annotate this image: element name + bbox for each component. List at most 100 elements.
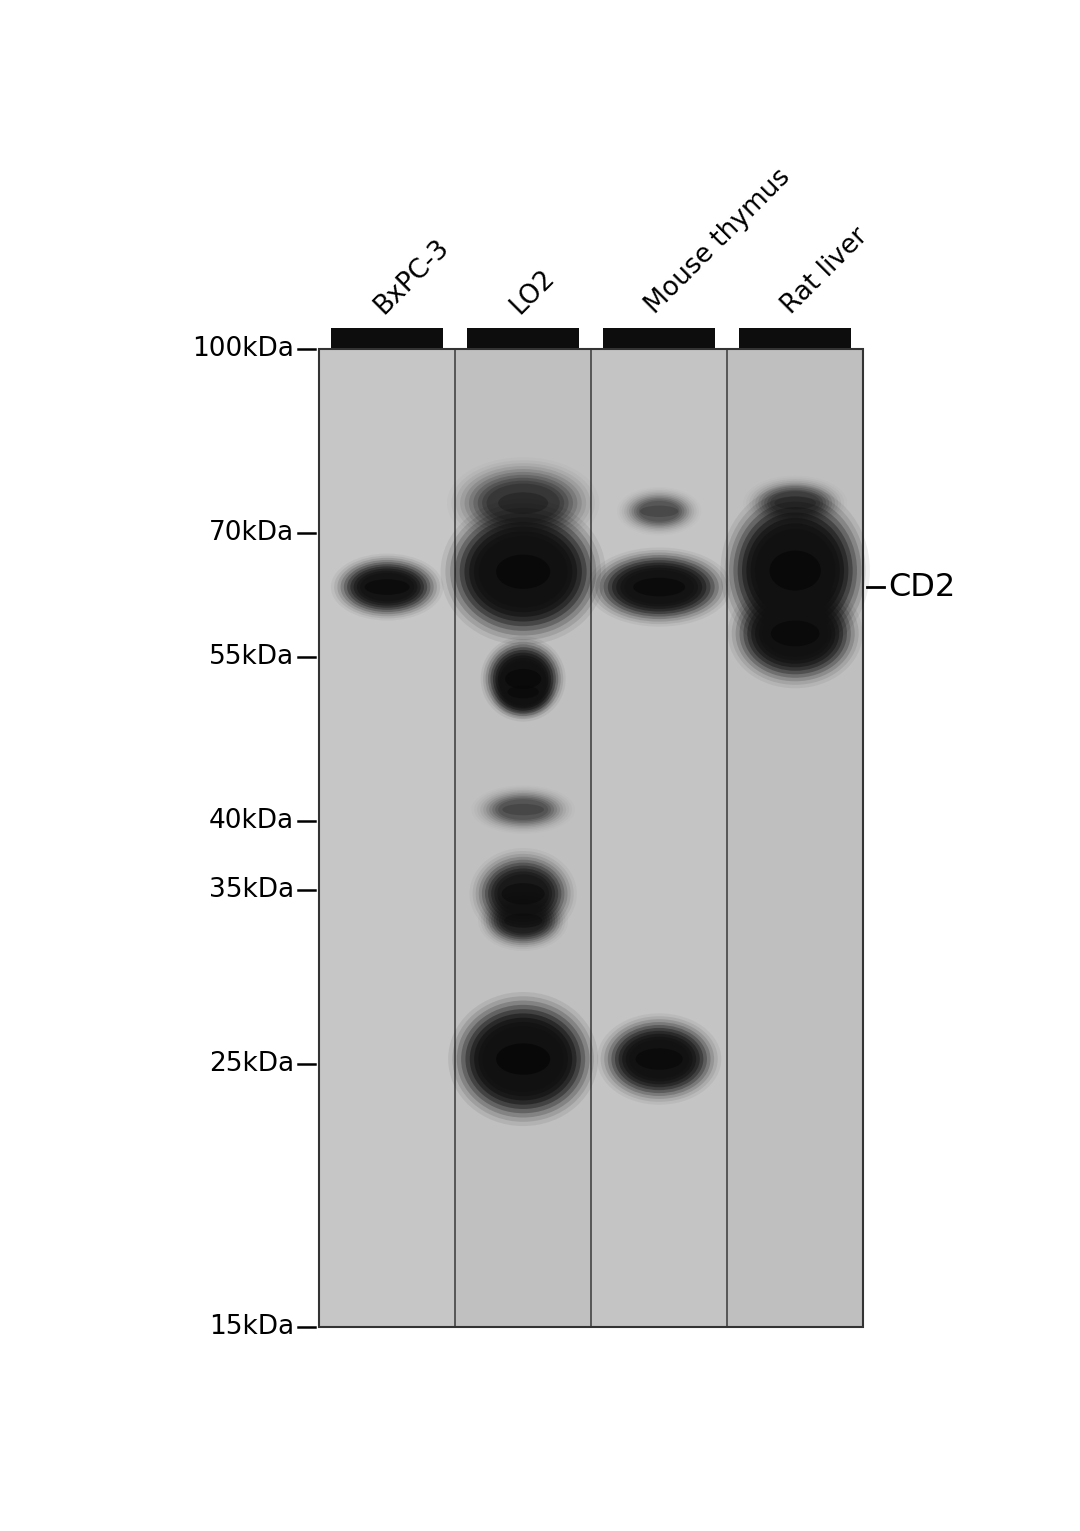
Ellipse shape xyxy=(505,669,541,689)
Bar xyxy=(740,328,851,348)
Ellipse shape xyxy=(771,620,820,646)
Ellipse shape xyxy=(595,553,723,622)
Ellipse shape xyxy=(343,562,431,612)
Ellipse shape xyxy=(486,896,561,945)
Ellipse shape xyxy=(761,487,829,521)
Ellipse shape xyxy=(505,678,541,706)
Ellipse shape xyxy=(492,666,554,718)
Ellipse shape xyxy=(624,491,694,531)
Ellipse shape xyxy=(478,536,568,608)
Ellipse shape xyxy=(481,637,566,721)
Ellipse shape xyxy=(636,1049,683,1070)
Ellipse shape xyxy=(604,1020,714,1099)
Ellipse shape xyxy=(498,874,549,912)
Ellipse shape xyxy=(470,1014,577,1105)
Ellipse shape xyxy=(482,860,565,928)
Text: 55kDa: 55kDa xyxy=(208,645,294,671)
Ellipse shape xyxy=(740,589,851,678)
Ellipse shape xyxy=(486,641,561,717)
Ellipse shape xyxy=(624,570,693,603)
Ellipse shape xyxy=(738,507,853,634)
Ellipse shape xyxy=(497,903,550,937)
Ellipse shape xyxy=(502,675,544,709)
Ellipse shape xyxy=(770,551,821,591)
Ellipse shape xyxy=(729,496,861,645)
Bar xyxy=(727,349,863,1327)
Ellipse shape xyxy=(725,490,865,651)
Ellipse shape xyxy=(633,577,685,597)
Ellipse shape xyxy=(502,661,543,697)
Ellipse shape xyxy=(498,655,549,703)
Ellipse shape xyxy=(733,502,858,640)
Ellipse shape xyxy=(478,857,568,931)
Ellipse shape xyxy=(441,499,606,645)
Ellipse shape xyxy=(508,680,539,704)
Ellipse shape xyxy=(494,902,553,940)
Ellipse shape xyxy=(762,611,827,657)
Ellipse shape xyxy=(612,562,706,611)
Ellipse shape xyxy=(478,1023,568,1096)
Ellipse shape xyxy=(751,524,840,619)
Ellipse shape xyxy=(728,579,863,689)
Ellipse shape xyxy=(752,600,839,668)
Ellipse shape xyxy=(486,793,561,827)
Ellipse shape xyxy=(501,883,544,905)
Ellipse shape xyxy=(640,505,678,517)
Ellipse shape xyxy=(474,531,572,612)
Ellipse shape xyxy=(496,554,550,589)
Ellipse shape xyxy=(630,1040,689,1078)
Ellipse shape xyxy=(600,1017,718,1102)
Ellipse shape xyxy=(464,468,582,537)
Ellipse shape xyxy=(488,865,558,922)
Ellipse shape xyxy=(500,674,546,710)
Ellipse shape xyxy=(486,484,559,522)
Ellipse shape xyxy=(473,851,573,937)
Text: Mouse thymus: Mouse thymus xyxy=(640,164,796,320)
Ellipse shape xyxy=(504,914,542,928)
Ellipse shape xyxy=(483,1026,564,1092)
Ellipse shape xyxy=(495,668,552,717)
Ellipse shape xyxy=(765,488,826,517)
Ellipse shape xyxy=(508,686,539,698)
Ellipse shape xyxy=(445,504,600,640)
Ellipse shape xyxy=(460,465,586,540)
Ellipse shape xyxy=(473,475,573,531)
Ellipse shape xyxy=(488,645,558,713)
Ellipse shape xyxy=(615,1027,703,1090)
Ellipse shape xyxy=(464,522,582,622)
Ellipse shape xyxy=(340,560,434,614)
Ellipse shape xyxy=(755,528,836,612)
Text: CD2: CD2 xyxy=(889,571,956,603)
Text: 100kDa: 100kDa xyxy=(192,335,294,361)
Ellipse shape xyxy=(608,560,711,614)
Ellipse shape xyxy=(732,582,859,684)
Ellipse shape xyxy=(465,1009,581,1108)
Ellipse shape xyxy=(490,648,556,710)
Ellipse shape xyxy=(626,493,691,530)
Ellipse shape xyxy=(487,1030,559,1087)
Bar xyxy=(332,328,443,348)
Ellipse shape xyxy=(632,496,687,527)
Ellipse shape xyxy=(767,490,823,516)
Ellipse shape xyxy=(502,804,544,816)
Ellipse shape xyxy=(474,1018,572,1101)
Ellipse shape xyxy=(770,491,820,514)
Text: LO2: LO2 xyxy=(504,265,559,320)
Ellipse shape xyxy=(460,517,586,626)
Ellipse shape xyxy=(753,481,838,525)
Ellipse shape xyxy=(483,792,563,828)
Ellipse shape xyxy=(755,482,835,524)
Ellipse shape xyxy=(500,658,546,700)
Ellipse shape xyxy=(469,527,577,617)
Ellipse shape xyxy=(491,868,555,919)
Bar xyxy=(320,349,455,1327)
Ellipse shape xyxy=(498,799,549,821)
Ellipse shape xyxy=(499,906,548,935)
Ellipse shape xyxy=(755,603,835,664)
Ellipse shape xyxy=(469,472,578,534)
Ellipse shape xyxy=(360,573,415,602)
Ellipse shape xyxy=(356,571,418,603)
Ellipse shape xyxy=(634,498,685,525)
Ellipse shape xyxy=(492,796,554,824)
Ellipse shape xyxy=(588,548,731,626)
